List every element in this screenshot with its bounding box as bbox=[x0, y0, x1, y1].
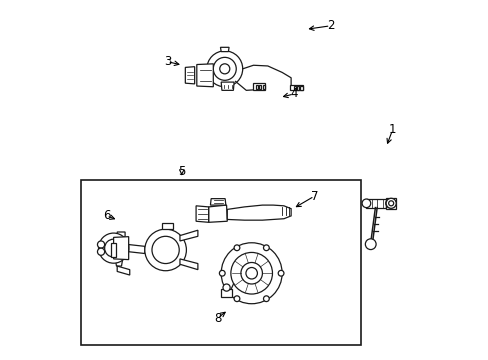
Circle shape bbox=[263, 245, 269, 251]
Polygon shape bbox=[386, 198, 395, 209]
Text: 3: 3 bbox=[163, 55, 171, 68]
Circle shape bbox=[223, 284, 230, 291]
Text: 2: 2 bbox=[326, 19, 334, 32]
Circle shape bbox=[230, 252, 272, 294]
Polygon shape bbox=[128, 244, 144, 253]
Bar bbox=[81, 180, 360, 345]
Bar bbox=[259, 85, 261, 89]
Polygon shape bbox=[180, 230, 198, 241]
Text: 5: 5 bbox=[178, 165, 185, 177]
Circle shape bbox=[234, 296, 239, 302]
Polygon shape bbox=[185, 67, 194, 84]
Polygon shape bbox=[290, 85, 303, 90]
Bar bbox=[293, 86, 296, 90]
Bar bbox=[297, 86, 299, 90]
Circle shape bbox=[386, 198, 395, 208]
Circle shape bbox=[365, 239, 375, 249]
Polygon shape bbox=[115, 260, 122, 266]
Circle shape bbox=[221, 243, 282, 304]
Polygon shape bbox=[162, 223, 172, 229]
Circle shape bbox=[97, 241, 104, 248]
Text: 7: 7 bbox=[310, 190, 318, 203]
Bar bbox=[262, 85, 264, 89]
Polygon shape bbox=[366, 199, 386, 208]
Polygon shape bbox=[221, 289, 231, 297]
Polygon shape bbox=[227, 205, 290, 220]
Text: 1: 1 bbox=[388, 123, 396, 136]
Circle shape bbox=[206, 51, 242, 87]
Circle shape bbox=[97, 248, 104, 255]
Bar bbox=[255, 85, 257, 89]
Polygon shape bbox=[196, 64, 213, 87]
Circle shape bbox=[99, 233, 128, 263]
Polygon shape bbox=[221, 82, 234, 90]
Polygon shape bbox=[253, 83, 264, 90]
Polygon shape bbox=[210, 199, 225, 205]
Circle shape bbox=[234, 245, 239, 251]
Circle shape bbox=[213, 57, 236, 80]
Polygon shape bbox=[196, 206, 208, 222]
Circle shape bbox=[245, 267, 257, 279]
Circle shape bbox=[144, 229, 186, 271]
Circle shape bbox=[385, 199, 394, 208]
Polygon shape bbox=[113, 237, 128, 260]
Text: 6: 6 bbox=[102, 210, 110, 222]
Polygon shape bbox=[117, 232, 125, 237]
Polygon shape bbox=[180, 259, 198, 270]
Circle shape bbox=[278, 270, 284, 276]
Circle shape bbox=[219, 64, 229, 74]
Circle shape bbox=[104, 239, 122, 257]
Polygon shape bbox=[111, 243, 116, 257]
Circle shape bbox=[362, 199, 370, 208]
Text: 4: 4 bbox=[290, 87, 297, 100]
Polygon shape bbox=[208, 205, 227, 222]
Circle shape bbox=[241, 262, 262, 284]
Polygon shape bbox=[117, 266, 129, 275]
Polygon shape bbox=[220, 47, 228, 51]
Text: 8: 8 bbox=[213, 311, 221, 325]
Bar bbox=[300, 86, 302, 90]
Circle shape bbox=[152, 236, 179, 264]
Circle shape bbox=[388, 201, 393, 206]
Circle shape bbox=[263, 296, 269, 302]
Circle shape bbox=[219, 270, 224, 276]
